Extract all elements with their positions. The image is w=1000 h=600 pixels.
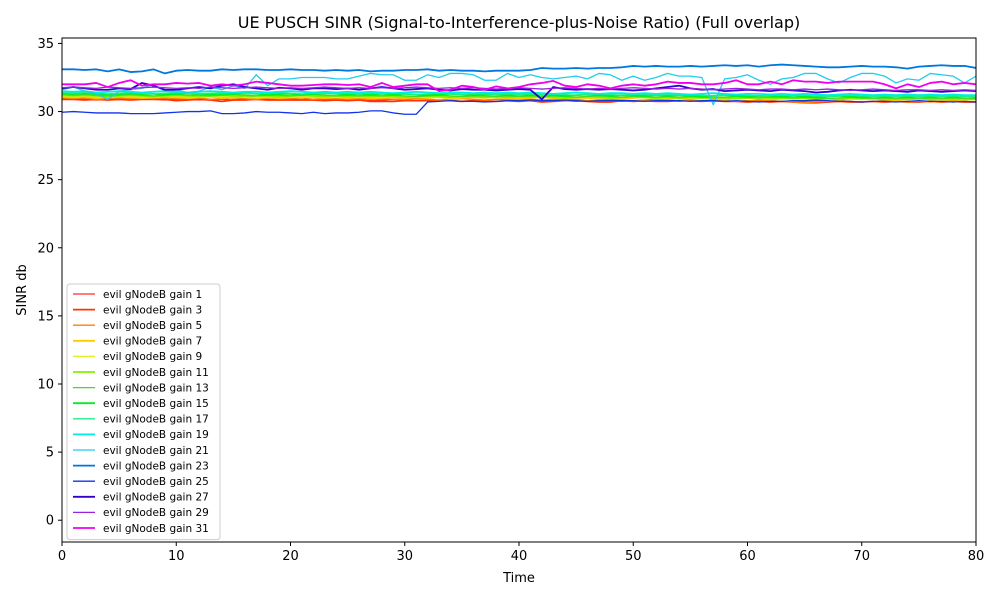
x-tick-label: 30: [396, 549, 413, 564]
series-lines: [62, 63, 976, 115]
legend-item: evil gNodeB gain 15: [73, 398, 209, 410]
legend-label: evil gNodeB gain 27: [103, 492, 209, 504]
x-tick-label: 50: [625, 549, 642, 564]
plot-area: [61, 37, 977, 543]
legend-box: [66, 283, 221, 541]
legend-label: evil gNodeB gain 25: [103, 476, 209, 488]
legend-item: evil gNodeB gain 1: [73, 289, 202, 301]
legend-item: evil gNodeB gain 13: [73, 382, 209, 394]
x-tick-label: 10: [168, 549, 185, 564]
x-axis: 0 10 20 30 40 50 60 70 80: [58, 542, 984, 564]
y-tick-label: 35: [37, 37, 54, 52]
legend-item: evil gNodeB gain 23: [73, 460, 209, 472]
legend-label: evil gNodeB gain 17: [103, 414, 209, 426]
series-line-gain-5: [62, 97, 976, 104]
x-tick-label: 60: [739, 549, 756, 564]
legend-item: evil gNodeB gain 17: [73, 414, 209, 426]
legend-label: evil gNodeB gain 9: [103, 351, 202, 363]
legend-label: evil gNodeB gain 21: [103, 445, 209, 457]
legend: evil gNodeB gain 1 evil gNodeB gain 3 evil…: [66, 283, 221, 541]
legend-item: evil gNodeB gain 21: [73, 445, 209, 457]
legend-label: evil gNodeB gain 29: [103, 507, 209, 519]
legend-item: evil gNodeB gain 27: [73, 492, 209, 504]
series-line-gain-13: [62, 93, 976, 100]
legend-item: evil gNodeB gain 5: [73, 320, 202, 332]
series-line-gain-25: [62, 99, 976, 115]
x-tick-label: 20: [282, 549, 299, 564]
legend-item: evil gNodeB gain 31: [73, 523, 209, 535]
series-line-gain-23: [62, 63, 976, 75]
x-tick-label: 70: [853, 549, 870, 564]
x-axis-title: Time: [502, 571, 535, 586]
legend-label: evil gNodeB gain 15: [103, 398, 209, 410]
y-axis-title: SINR db: [15, 264, 30, 315]
legend-item: evil gNodeB gain 19: [73, 429, 209, 441]
y-tick-label: 0: [46, 514, 54, 529]
series-line-gain-31: [62, 79, 976, 93]
x-tick-label: 80: [968, 549, 985, 564]
legend-label: evil gNodeB gain 23: [103, 460, 209, 472]
x-tick-label: 0: [58, 549, 66, 564]
x-tick-label: 40: [511, 549, 528, 564]
y-tick-label: 5: [46, 446, 54, 461]
legend-label: evil gNodeB gain 11: [103, 367, 209, 379]
legend-label: evil gNodeB gain 1: [103, 289, 202, 301]
y-tick-label: 30: [37, 105, 54, 120]
y-tick-label: 20: [37, 241, 54, 256]
legend-label: evil gNodeB gain 5: [103, 320, 202, 332]
y-tick-label: 25: [37, 173, 54, 188]
y-tick-label: 15: [37, 309, 54, 324]
legend-item: evil gNodeB gain 11: [73, 367, 209, 379]
legend-item: evil gNodeB gain 7: [73, 336, 202, 348]
chart-title: UE PUSCH SINR (Signal-to-Interference-pl…: [238, 13, 800, 32]
legend-item: evil gNodeB gain 3: [73, 304, 202, 316]
legend-label: evil gNodeB gain 7: [103, 336, 202, 348]
series-line-gain-17: [62, 91, 976, 98]
legend-label: evil gNodeB gain 31: [103, 523, 209, 535]
y-tick-label: 10: [37, 377, 54, 392]
legend-item: evil gNodeB gain 25: [73, 476, 209, 488]
y-axis: 0 5 10 15 20 25 30 35: [37, 37, 62, 529]
legend-item: evil gNodeB gain 29: [73, 507, 209, 519]
series-line-gain-19: [62, 90, 976, 97]
series-line-gain-3: [62, 98, 976, 104]
legend-label: evil gNodeB gain 19: [103, 429, 209, 441]
legend-label: evil gNodeB gain 13: [103, 382, 209, 394]
legend-item: evil gNodeB gain 9: [73, 351, 202, 363]
legend-label: evil gNodeB gain 3: [103, 304, 202, 316]
